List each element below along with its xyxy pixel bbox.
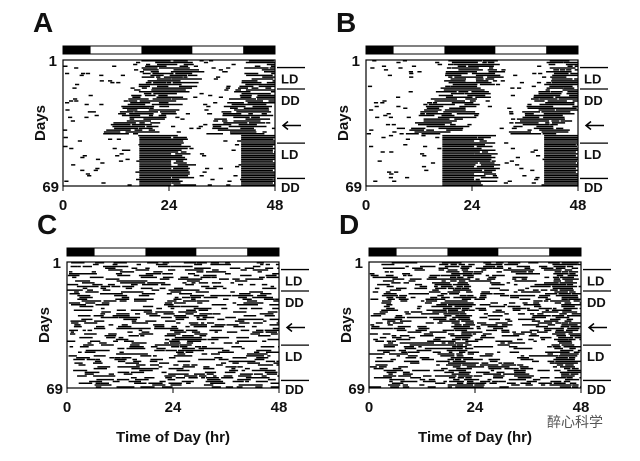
dark-phase (447, 248, 499, 256)
dark-phase (369, 248, 397, 256)
x-axis-title: Time of Day (hr) (116, 429, 230, 446)
x-tick-label: 0 (63, 399, 71, 416)
dark-phase (444, 46, 496, 54)
y-start-label: 1 (355, 255, 363, 272)
y-end-label: 69 (42, 179, 59, 196)
y-start-label: 1 (49, 53, 57, 70)
x-tick-label: 24 (161, 197, 178, 214)
y-axis-title: Days (32, 105, 49, 141)
arrow (587, 322, 607, 333)
y-axis-title: Days (335, 105, 352, 141)
condition-label: DD (285, 295, 304, 310)
arrow (281, 120, 301, 131)
dark-phase (247, 248, 279, 256)
x-tick-label: 48 (267, 197, 284, 214)
condition-label: DD (584, 180, 603, 195)
x-tick-label: 48 (271, 399, 288, 416)
condition-label: DD (281, 93, 300, 108)
y-axis-title: Days (338, 307, 355, 343)
activity-record (369, 262, 581, 388)
x-tick-label: 24 (467, 399, 484, 416)
x-tick-label: 24 (165, 399, 182, 416)
dark-phase (549, 248, 581, 256)
condition-label: DD (584, 93, 603, 108)
dark-phase (546, 46, 578, 54)
dark-phase (243, 46, 275, 54)
dark-phase (366, 46, 394, 54)
x-tick-label: 0 (362, 197, 370, 214)
condition-label: DD (285, 382, 304, 397)
condition-label: LD (587, 349, 604, 364)
x-tick-label: 48 (570, 197, 587, 214)
panel-label: B (336, 7, 356, 38)
dark-phase (67, 248, 95, 256)
x-tick-label: 48 (573, 399, 590, 416)
y-start-label: 1 (352, 53, 360, 70)
condition-label: LD (285, 349, 302, 364)
x-tick-label: 24 (464, 197, 481, 214)
condition-label: LD (281, 72, 298, 87)
x-axis-title: Time of Day (hr) (418, 429, 532, 446)
panel-label: D (339, 209, 359, 240)
panel-label: A (33, 7, 53, 38)
activity-record (62, 60, 275, 186)
condition-label: DD (281, 180, 300, 195)
dark-phase (63, 46, 91, 54)
y-start-label: 1 (53, 255, 61, 272)
x-tick-label: 0 (59, 197, 67, 214)
activity-record (67, 262, 279, 388)
y-end-label: 69 (345, 179, 362, 196)
arrow (285, 322, 305, 333)
dark-phase (141, 46, 193, 54)
condition-label: LD (285, 274, 302, 289)
dark-phase (145, 248, 197, 256)
x-tick-label: 0 (365, 399, 373, 416)
y-end-label: 69 (46, 381, 63, 398)
activity-record (366, 60, 578, 186)
condition-label: DD (587, 295, 606, 310)
y-axis-title: Days (36, 307, 53, 343)
watermark: 醉心科学 (547, 414, 603, 430)
y-end-label: 69 (348, 381, 365, 398)
panel-label: C (37, 209, 57, 240)
condition-label: LD (584, 72, 601, 87)
condition-label: LD (584, 147, 601, 162)
arrow (584, 120, 604, 131)
condition-label: LD (587, 274, 604, 289)
condition-label: LD (281, 147, 298, 162)
condition-label: DD (587, 382, 606, 397)
